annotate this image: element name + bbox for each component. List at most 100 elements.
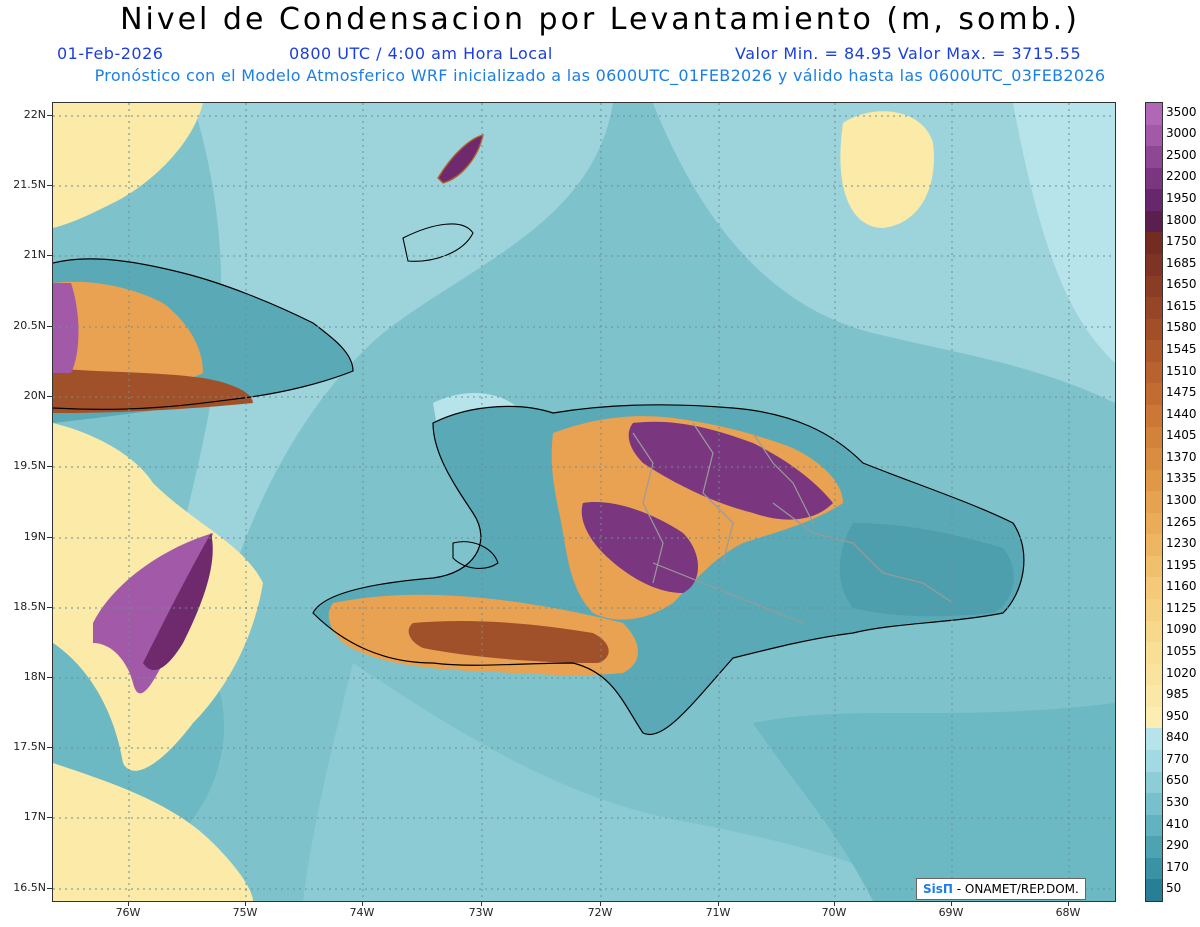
lon-tick	[600, 901, 601, 906]
color-legend	[1145, 102, 1163, 902]
yellow-zone	[53, 763, 253, 901]
ocean-light-band	[653, 103, 1115, 403]
legend-swatch	[1146, 728, 1162, 751]
hispaniola-east-teal	[839, 523, 1014, 617]
legend-label: 1800	[1166, 212, 1197, 227]
lon-tick	[1068, 901, 1069, 906]
lat-tick	[47, 115, 52, 116]
legend-swatch	[1146, 771, 1162, 794]
lon-label: 71W	[705, 906, 731, 919]
legend-swatch	[1146, 620, 1162, 643]
credit-org: - ONAMET/REP.DOM.	[952, 882, 1079, 896]
lat-label: 19N	[23, 530, 46, 543]
legend-label: 1950	[1166, 191, 1197, 206]
lon-label: 74W	[349, 906, 375, 919]
lat-tick	[47, 396, 52, 397]
legend-label: 1405	[1166, 428, 1197, 443]
lat-label: 18.5N	[13, 600, 46, 613]
legend-swatch	[1146, 491, 1162, 514]
lat-tick	[47, 817, 52, 818]
purple-wedge	[93, 533, 213, 694]
lat-tick	[47, 747, 52, 748]
legend-swatch	[1146, 167, 1162, 190]
lon-label: 73W	[468, 906, 494, 919]
legend-label: 1510	[1166, 363, 1197, 378]
legend-label: 1685	[1166, 255, 1197, 270]
lat-tick	[47, 888, 52, 889]
lat-label: 22N	[23, 108, 46, 121]
lon-label: 72W	[587, 906, 613, 919]
lat-label: 17N	[23, 810, 46, 823]
cuba-purple	[53, 283, 79, 373]
lon-label: 69W	[938, 906, 964, 919]
coastline	[312, 404, 1025, 736]
legend-swatch	[1146, 469, 1162, 492]
legend-label: 1055	[1166, 643, 1197, 658]
yellow-zone	[53, 103, 203, 228]
legend-label: 770	[1166, 751, 1189, 766]
legend-label: 1580	[1166, 320, 1197, 335]
legend-swatch	[1146, 318, 1162, 341]
yellow-zone	[840, 111, 934, 228]
legend-label: 1230	[1166, 536, 1197, 551]
lon-tick	[481, 901, 482, 906]
legend-label: 1545	[1166, 342, 1197, 357]
lon-tick	[718, 901, 719, 906]
map-title: Nivel de Condensacion por Levantamiento …	[120, 2, 1080, 37]
legend-swatch	[1146, 555, 1162, 578]
lon-tick	[951, 901, 952, 906]
legend-swatch	[1146, 275, 1162, 298]
legend-swatch	[1146, 577, 1162, 600]
legend-swatch	[1146, 836, 1162, 859]
legend-label: 1370	[1166, 449, 1197, 464]
legend-label: 1475	[1166, 385, 1197, 400]
lon-tick	[128, 901, 129, 906]
lat-tick	[47, 326, 52, 327]
coastline	[53, 258, 354, 410]
legend-label: 840	[1166, 730, 1189, 745]
legend-label: 985	[1166, 687, 1189, 702]
inagua-purple	[438, 135, 483, 183]
ocean-dark-band	[753, 703, 1115, 901]
graticule	[53, 103, 1115, 901]
forecast-time: 0800 UTC / 4:00 am Hora Local	[289, 44, 553, 63]
legend-swatch	[1146, 297, 1162, 320]
coastline-island	[402, 223, 474, 262]
legend-label: 1300	[1166, 493, 1197, 507]
lat-label: 20.5N	[13, 319, 46, 332]
min-max-values: Valor Min. = 84.95 Valor Max. = 3715.55	[735, 44, 1082, 63]
legend-swatch	[1146, 750, 1162, 773]
legend-swatch	[1146, 512, 1162, 535]
legend-swatch	[1146, 404, 1162, 427]
map-contour-icon	[53, 103, 1115, 901]
ocean-light-band	[173, 103, 613, 573]
coastline-island	[452, 541, 499, 569]
legend-swatch	[1146, 340, 1162, 363]
legend-label: 1335	[1166, 471, 1197, 486]
lon-tick	[362, 901, 363, 906]
hispaniola-purple-mid	[581, 502, 698, 593]
credit-brand: SisΠ	[923, 882, 953, 896]
legend-swatch	[1146, 253, 1162, 277]
legend-label: 2500	[1166, 147, 1197, 162]
ocean-light-band	[303, 663, 933, 901]
lat-label: 20N	[23, 389, 46, 402]
legend-label: 1650	[1166, 277, 1197, 292]
legend-swatch	[1146, 189, 1162, 212]
legend-label: 1615	[1166, 298, 1197, 313]
lat-label: 19.5N	[13, 459, 46, 472]
legend-swatch	[1146, 879, 1162, 902]
legend-label: 1160	[1166, 579, 1197, 594]
forecast-subtitle: Pronóstico con el Modelo Atmosferico WRF…	[94, 66, 1106, 85]
forecast-date: 01-Feb-2026	[57, 44, 164, 63]
legend-label: 170	[1166, 859, 1189, 874]
lon-tick	[245, 901, 246, 906]
legend-label: 1440	[1166, 406, 1197, 421]
lat-tick	[47, 466, 52, 467]
legend-label: 1020	[1166, 665, 1197, 680]
lon-label: 68W	[1055, 906, 1081, 919]
legend-swatch	[1146, 210, 1162, 233]
legend-swatch	[1146, 814, 1162, 837]
legend-swatch	[1146, 663, 1162, 686]
legend-label: 290	[1166, 838, 1189, 853]
